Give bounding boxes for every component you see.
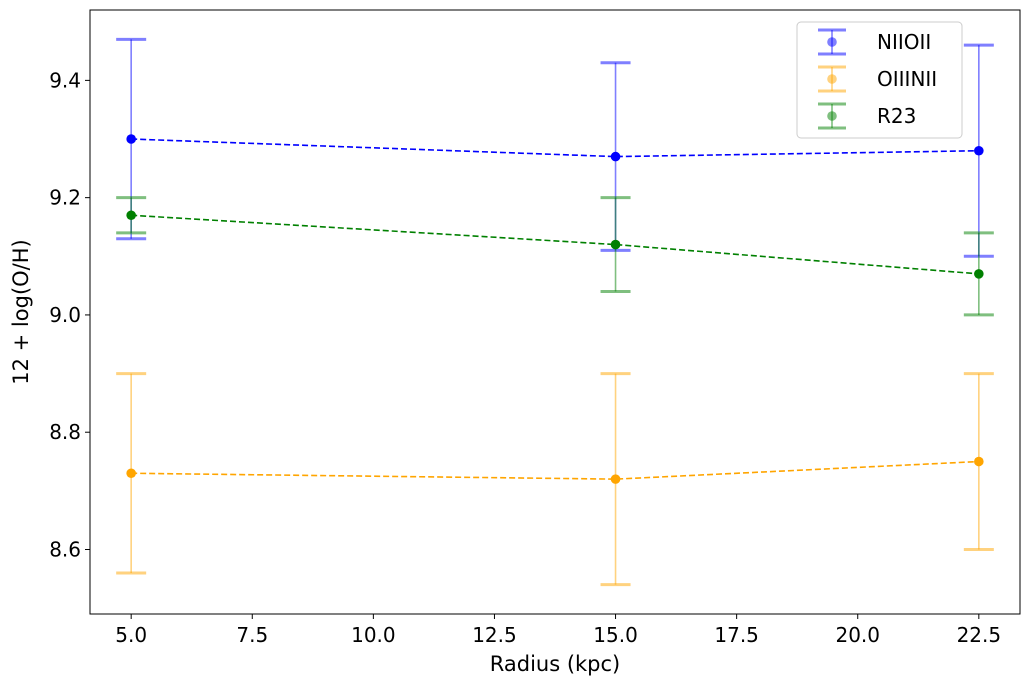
legend-marker-oiiinii — [827, 74, 837, 84]
data-point-niioii — [126, 134, 136, 144]
series-oiiinii — [116, 372, 994, 587]
legend-label-niioii: NIIOII — [877, 30, 931, 54]
x-tick-label: 5.0 — [115, 623, 147, 647]
data-point-r23 — [974, 269, 984, 279]
y-tick-label: 8.8 — [49, 420, 81, 444]
legend-box — [796, 21, 963, 139]
x-tick-label: 10.0 — [351, 623, 396, 647]
data-point-niioii — [974, 145, 984, 156]
series-r23 — [116, 196, 994, 317]
x-tick-label: 12.5 — [472, 623, 517, 647]
legend-label-oiiinii: OIIINII — [877, 67, 937, 91]
legend-marker-niioii — [827, 37, 837, 47]
x-axis-label: Radius (kpc) — [490, 652, 621, 676]
x-tick-label: 20.0 — [835, 623, 880, 647]
legend-marker-r23 — [827, 111, 837, 121]
plot-frame — [89, 9, 1021, 615]
data-point-oiiinii — [974, 456, 984, 467]
series-line-r23 — [131, 214, 979, 275]
legend: NIIOII OIIINII R23 — [796, 21, 963, 139]
data-point-r23 — [126, 210, 136, 221]
y-tick-label: 9.2 — [49, 186, 81, 210]
axis-ticks: 5.0 7.5 10.0 12.5 15.0 17.5 20.0 22.5 8.6 8.8 9.0 9… — [49, 68, 1001, 647]
x-tick-label: 17.5 — [714, 623, 759, 647]
data-point-oiiinii — [126, 468, 136, 479]
x-tick-label: 7.5 — [236, 623, 268, 647]
series-line-oiiinii — [131, 460, 979, 480]
y-tick-label: 9.0 — [49, 303, 81, 327]
y-tick-label: 9.4 — [49, 68, 81, 92]
legend-label-r23: R23 — [877, 104, 916, 128]
x-tick-label: 22.5 — [957, 623, 1002, 647]
chart-marks — [116, 37, 994, 587]
data-point-r23 — [610, 239, 621, 250]
x-tick-label: 15.0 — [593, 623, 638, 647]
series-line-niioii — [131, 138, 979, 158]
data-point-niioii — [610, 151, 621, 162]
y-tick-label: 8.6 — [49, 537, 81, 561]
data-point-oiiinii — [610, 474, 621, 484]
y-axis-label: 12 + log(O/H) — [9, 239, 33, 384]
